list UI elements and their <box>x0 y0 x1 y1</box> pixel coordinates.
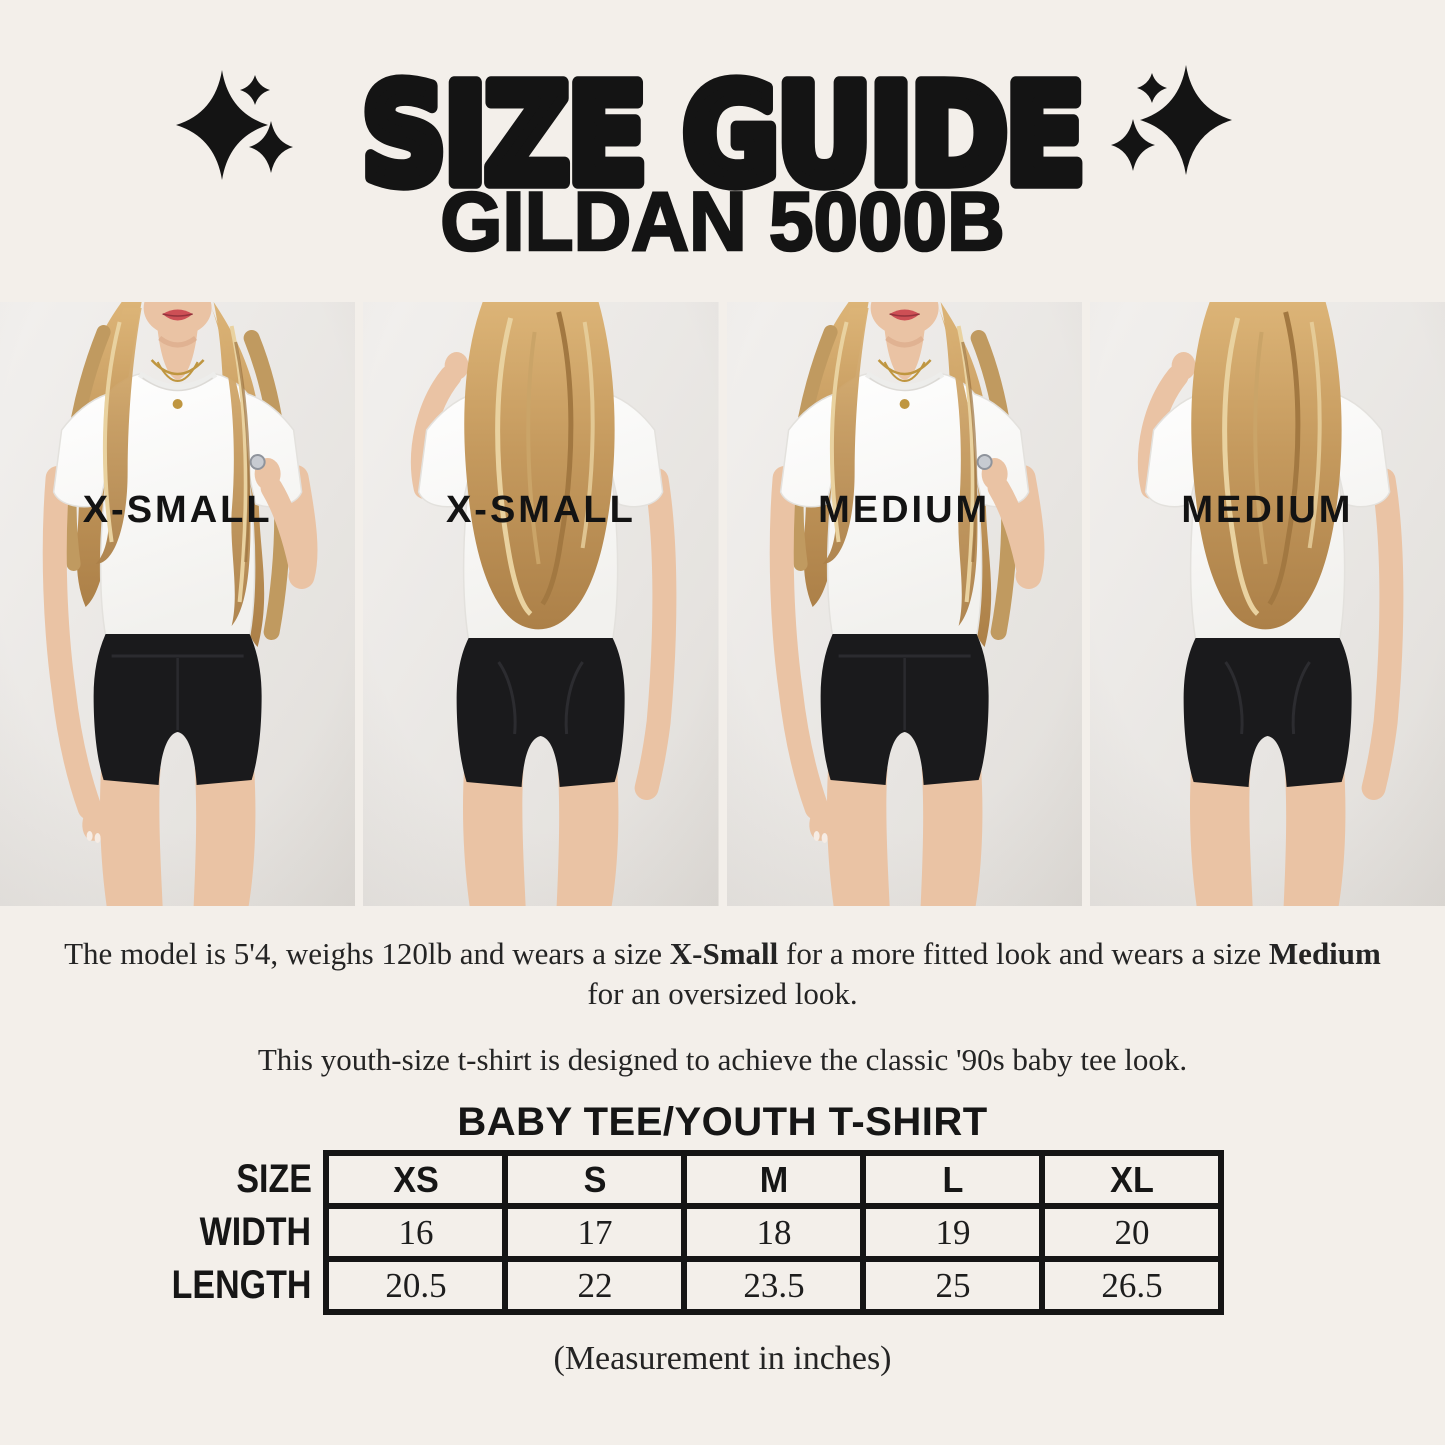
length-value-l: 25 <box>860 1256 1046 1315</box>
fitted-size-emphasis: X-Small <box>669 936 779 971</box>
width-value-xs: 16 <box>323 1203 509 1262</box>
size-header-xl: XL <box>1039 1150 1225 1209</box>
model-photo-medium-front: MEDIUM <box>727 302 1082 906</box>
page-subtitle: GILDAN 5000B <box>439 174 1006 269</box>
size-row: SIZE XS S M L XL <box>147 1150 1225 1209</box>
length-value-m: 23.5 <box>681 1256 867 1315</box>
width-value-xl: 20 <box>1039 1203 1225 1262</box>
width-value-s: 17 <box>502 1203 688 1262</box>
photo-size-label: MEDIUM <box>1181 489 1354 532</box>
header-banner: SIZE GUIDE <box>176 50 1232 200</box>
model-front-illustration <box>727 302 1082 906</box>
oversized-size-emphasis: Medium <box>1268 936 1381 971</box>
photo-size-label: X-SMALL <box>445 489 636 532</box>
model-fit-note: The model is 5'4, weighs 120lb and wears… <box>63 934 1383 1014</box>
width-value-m: 18 <box>681 1203 867 1262</box>
model-back-illustration <box>363 302 718 906</box>
size-header-s: S <box>502 1150 688 1209</box>
size-header-m: M <box>681 1150 867 1209</box>
width-value-l: 19 <box>860 1203 1046 1262</box>
length-value-xs: 20.5 <box>323 1256 509 1315</box>
style-note: This youth-size t-shirt is designed to a… <box>257 1042 1188 1077</box>
photo-size-label: X-SMALL <box>82 489 273 532</box>
model-back-illustration <box>1090 302 1445 906</box>
size-header-xs: XS <box>323 1150 509 1209</box>
row-label-width: WIDTH <box>200 1210 312 1254</box>
sparkle-left-icon <box>176 70 293 180</box>
width-row: WIDTH 16 17 18 19 20 <box>147 1203 1225 1262</box>
photo-size-label: MEDIUM <box>818 489 991 532</box>
page-title: SIZE GUIDE <box>361 56 1082 200</box>
model-note-text: for a more fitted look and wears a size <box>778 936 1269 971</box>
measurement-unit-note: (Measurement in inches) <box>553 1340 892 1377</box>
row-label-length: LENGTH <box>171 1263 312 1307</box>
size-header-l: L <box>860 1150 1046 1209</box>
row-label-size: SIZE <box>235 1157 312 1201</box>
size-chart-title: BABY TEE/YOUTH T-SHIRT <box>457 1100 988 1144</box>
model-photo-strip: X-SMALL X-SMALL MEDIUM MEDIUM <box>0 302 1445 906</box>
model-front-illustration <box>0 302 355 906</box>
sparkle-right-icon <box>1111 65 1232 175</box>
size-chart-table: SIZE XS S M L XL WIDTH 16 17 18 19 20 LE… <box>147 1150 1225 1315</box>
model-photo-xsmall-back: X-SMALL <box>363 302 718 906</box>
model-photo-xsmall-front: X-SMALL <box>0 302 355 906</box>
length-row: LENGTH 20.5 22 23.5 25 26.5 <box>147 1256 1225 1315</box>
model-note-text: for an oversized look. <box>587 976 858 1011</box>
model-note-text: The model is 5'4, weighs 120lb and wears… <box>64 936 670 971</box>
fit-notes: The model is 5'4, weighs 120lb and wears… <box>63 934 1383 1080</box>
length-value-xl: 26.5 <box>1039 1256 1225 1315</box>
model-photo-medium-back: MEDIUM <box>1090 302 1445 906</box>
length-value-s: 22 <box>502 1256 688 1315</box>
